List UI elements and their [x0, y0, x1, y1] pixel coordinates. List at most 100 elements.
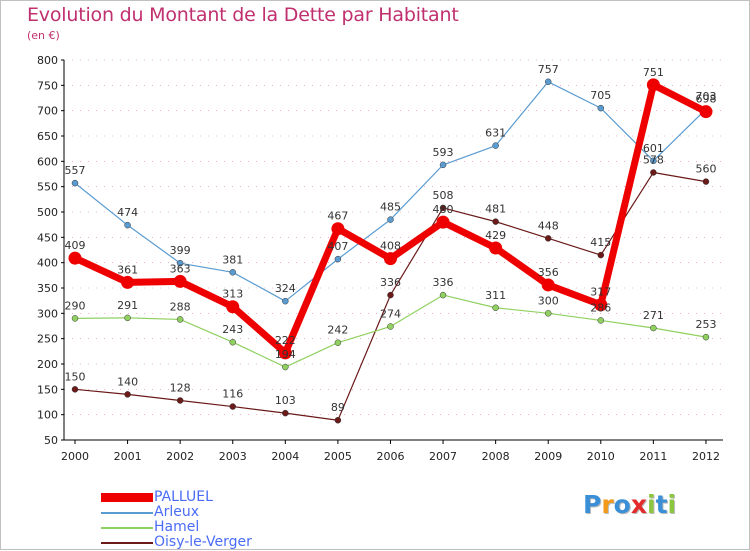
data-label-arleux-2003: 381 [222, 253, 243, 266]
point-oisy-le-verger-2009 [544, 235, 552, 242]
point-oisy-le-verger-2010 [597, 251, 605, 259]
data-label-palluel-2010: 317 [590, 286, 611, 299]
data-label-hamel-2012: 253 [695, 318, 716, 331]
data-label-oisy-le-verger-2009: 448 [538, 219, 559, 232]
point-oisy-le-verger-2004 [282, 409, 289, 417]
data-label-arleux-2012: 703 [695, 90, 716, 103]
data-label-palluel-2011: 751 [643, 66, 664, 79]
data-label-arleux-2004: 324 [275, 282, 296, 295]
data-label-hamel-2003: 243 [222, 323, 243, 336]
point-oisy-le-verger-2005 [334, 416, 342, 424]
logo-letter: P [583, 490, 602, 519]
point-palluel-2008 [489, 241, 503, 255]
data-label-palluel-2006: 408 [380, 240, 401, 253]
x-tick-label-2005: 2005 [324, 450, 352, 463]
point-hamel-2010 [597, 317, 605, 324]
y-tick-label-650: 650 [37, 130, 58, 143]
point-arleux-2000 [71, 179, 79, 187]
point-hamel-2006 [387, 323, 394, 330]
point-oisy-le-verger-2011 [650, 169, 657, 176]
x-tick-label-2010: 2010 [587, 450, 615, 463]
point-hamel-2000 [71, 315, 79, 322]
data-label-oisy-le-verger-2001: 140 [117, 375, 138, 388]
point-oisy-le-verger-2003 [229, 403, 236, 410]
point-oisy-le-verger-2000 [71, 386, 79, 393]
point-hamel-2007 [439, 291, 447, 299]
logo-letter: x [630, 490, 647, 519]
x-tick-label-2008: 2008 [482, 450, 510, 463]
data-label-oisy-le-verger-2006: 336 [380, 276, 401, 289]
point-arleux-2004 [282, 297, 289, 305]
point-arleux-2005 [334, 255, 342, 263]
data-label-palluel-2004: 222 [275, 334, 296, 347]
legend-label-hamel: Hamel [154, 519, 200, 535]
data-label-oisy-le-verger-2008: 481 [485, 203, 506, 216]
x-tick-label-2012: 2012 [692, 450, 720, 463]
x-tick-label-2000: 2000 [61, 450, 89, 463]
data-label-hamel-2009: 300 [538, 294, 559, 307]
point-palluel-2006 [383, 252, 397, 266]
y-tick-label-800: 800 [37, 54, 58, 67]
point-oisy-le-verger-2006 [387, 291, 394, 299]
data-label-oisy-le-verger-2010: 415 [590, 236, 611, 249]
data-label-palluel-2012: 698 [695, 93, 716, 106]
data-label-oisy-le-verger-2002: 128 [170, 381, 191, 394]
data-label-arleux-2000: 557 [65, 164, 86, 177]
point-hamel-2002 [176, 316, 184, 323]
y-tick-label-50: 50 [44, 434, 58, 447]
data-label-hamel-2001: 291 [117, 299, 138, 312]
point-arleux-2003 [229, 269, 236, 276]
data-label-palluel-2003: 313 [222, 288, 243, 301]
data-label-hamel-2011: 271 [643, 309, 664, 322]
legend-swatch-arleux [101, 512, 153, 514]
y-tick-label-450: 450 [37, 231, 58, 244]
data-label-hamel-2000: 290 [65, 299, 86, 312]
point-palluel-2000 [68, 251, 82, 265]
point-hamel-2011 [650, 324, 657, 332]
y-tick-label-200: 200 [37, 358, 58, 371]
data-label-arleux-2002: 399 [170, 244, 191, 257]
legend-swatch-hamel [101, 527, 153, 529]
point-arleux-2007 [439, 161, 447, 169]
data-label-palluel-2008: 429 [485, 229, 506, 242]
point-hamel-2001 [124, 314, 131, 322]
point-oisy-le-verger-2012 [702, 178, 710, 185]
x-tick-label-2009: 2009 [534, 450, 562, 463]
x-tick-label-2002: 2002 [166, 450, 194, 463]
point-palluel-2001 [121, 275, 135, 289]
point-arleux-2008 [492, 142, 499, 149]
y-tick-label-400: 400 [37, 257, 58, 270]
x-tick-label-2006: 2006 [376, 450, 404, 463]
logo-letter: o [613, 490, 631, 519]
y-tick-label-250: 250 [37, 333, 58, 346]
y-tick-label-100: 100 [37, 409, 58, 422]
legend-label-oisy: Oisy-le-Verger [154, 534, 252, 550]
point-arleux-2009 [544, 78, 552, 86]
point-hamel-2005 [334, 339, 342, 346]
data-label-hamel-2004: 194 [275, 348, 296, 361]
point-palluel-2004 [278, 346, 292, 360]
point-arleux-2011 [650, 157, 657, 165]
data-label-arleux-2006: 485 [380, 201, 401, 214]
chart-unit: (en €) [27, 29, 60, 42]
data-label-oisy-le-verger-2007: 508 [433, 189, 454, 202]
x-tick-label-2001: 2001 [114, 450, 142, 463]
data-label-oisy-le-verger-2003: 116 [222, 388, 243, 401]
point-arleux-2002 [176, 259, 184, 267]
x-tick-label-2007: 2007 [429, 450, 457, 463]
chart-title: Evolution du Montant de la Dette par Hab… [27, 4, 459, 26]
point-arleux-2001 [124, 221, 131, 229]
point-oisy-le-verger-2007 [439, 204, 447, 212]
data-label-arleux-2010: 705 [590, 89, 611, 102]
data-label-hamel-2002: 288 [170, 300, 191, 313]
legend-label-arleux: Arleux [154, 504, 199, 520]
point-arleux-2006 [387, 216, 394, 223]
point-palluel-2002 [173, 274, 187, 288]
data-label-palluel-2001: 361 [117, 263, 138, 276]
data-label-palluel-2007: 480 [433, 203, 454, 216]
data-label-palluel-2002: 363 [170, 262, 191, 275]
logo-letter: i [647, 490, 656, 519]
data-label-hamel-2007: 336 [433, 276, 454, 289]
point-palluel-2005 [331, 222, 345, 236]
